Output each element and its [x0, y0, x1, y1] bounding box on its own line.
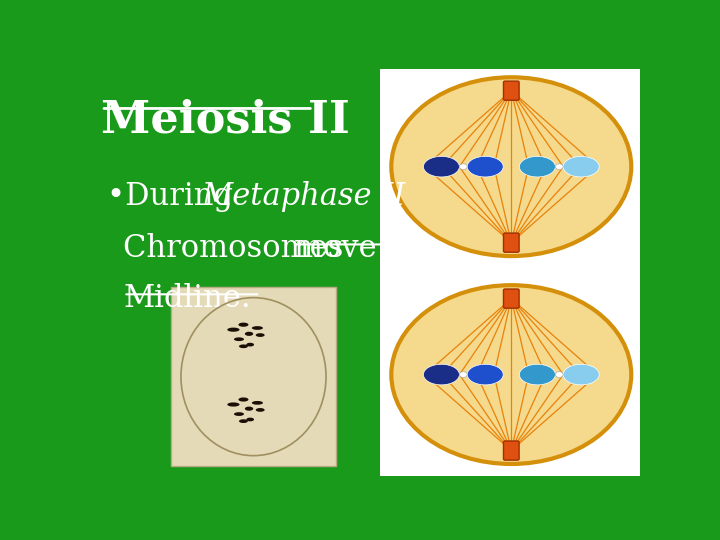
- Text: Meiosis II: Meiosis II: [101, 98, 350, 141]
- Ellipse shape: [563, 157, 599, 177]
- Circle shape: [459, 164, 467, 170]
- Ellipse shape: [245, 332, 253, 336]
- FancyBboxPatch shape: [503, 441, 519, 460]
- Ellipse shape: [256, 408, 265, 412]
- FancyBboxPatch shape: [503, 289, 519, 308]
- Ellipse shape: [239, 419, 248, 423]
- Ellipse shape: [228, 328, 240, 332]
- Text: Chromosomes: Chromosomes: [124, 233, 354, 264]
- Ellipse shape: [563, 364, 599, 385]
- FancyBboxPatch shape: [503, 233, 519, 252]
- Ellipse shape: [238, 397, 248, 402]
- Text: Midline.: Midline.: [124, 283, 251, 314]
- Ellipse shape: [246, 417, 254, 421]
- Ellipse shape: [246, 343, 254, 347]
- Ellipse shape: [519, 157, 555, 177]
- Ellipse shape: [239, 345, 248, 348]
- Ellipse shape: [234, 338, 244, 341]
- Ellipse shape: [252, 326, 263, 330]
- Ellipse shape: [392, 77, 631, 256]
- Ellipse shape: [423, 364, 459, 385]
- Ellipse shape: [519, 364, 555, 385]
- Ellipse shape: [234, 412, 244, 416]
- Ellipse shape: [392, 285, 631, 464]
- Ellipse shape: [467, 157, 503, 177]
- Ellipse shape: [245, 407, 253, 411]
- Ellipse shape: [238, 322, 248, 327]
- FancyBboxPatch shape: [380, 69, 639, 476]
- Ellipse shape: [467, 364, 503, 385]
- Text: Metaphase II: Metaphase II: [202, 181, 406, 212]
- Text: •During: •During: [107, 181, 243, 212]
- FancyBboxPatch shape: [171, 287, 336, 466]
- Circle shape: [555, 164, 563, 170]
- Ellipse shape: [423, 157, 459, 177]
- Ellipse shape: [252, 401, 263, 404]
- FancyBboxPatch shape: [503, 81, 519, 100]
- Ellipse shape: [256, 333, 265, 337]
- Circle shape: [459, 372, 467, 377]
- Ellipse shape: [228, 402, 240, 407]
- Text: move to: move to: [294, 233, 417, 264]
- Circle shape: [555, 372, 563, 377]
